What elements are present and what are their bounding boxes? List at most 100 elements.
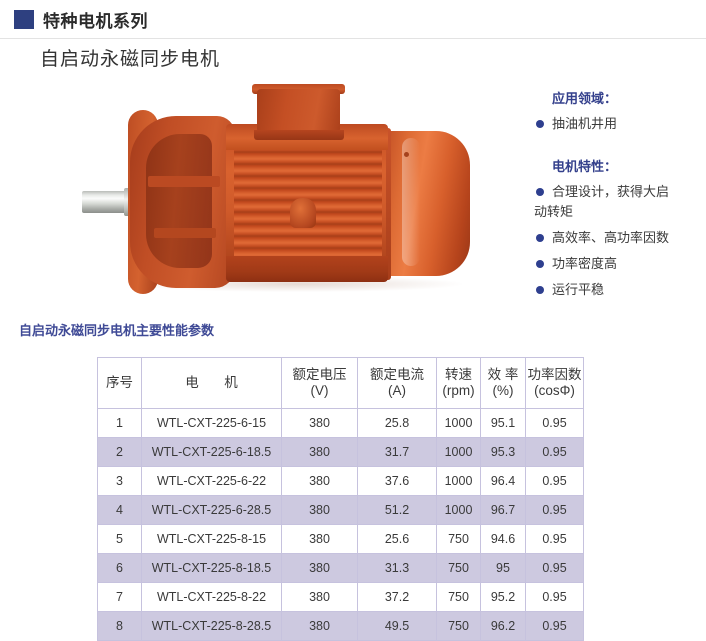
cell-power-factor: 0.95 [525, 495, 584, 525]
bullet-icon [536, 188, 544, 196]
section-marker-icon [14, 10, 34, 29]
cell-efficiency: 96.7 [480, 495, 526, 525]
column-header-efficiency: 效 率 (%) [480, 357, 526, 409]
cell-efficiency: 95.1 [480, 408, 526, 438]
cell-efficiency: 95.3 [480, 437, 526, 467]
motor-cowl-edge [382, 128, 391, 280]
column-header-speed: 转速 (rpm) [436, 357, 481, 409]
table-row: 3 WTL-CXT-225-6-22 380 37.6 1000 96.4 0.95 [97, 466, 584, 496]
characteristics-heading: 电机特性： [552, 159, 618, 174]
cell-voltage: 380 [281, 611, 358, 641]
cell-power-factor: 0.95 [525, 524, 584, 554]
cell-voltage: 380 [281, 553, 358, 583]
list-item: 合理设计，获得大启 动转矩 [534, 182, 706, 222]
list-item: 抽油机井用 [534, 114, 706, 134]
table-row: 1 WTL-CXT-225-6-15 380 25.8 1000 95.1 0.95 [97, 408, 584, 438]
cell-model: WTL-CXT-225-6-15 [141, 408, 282, 438]
cell-current: 51.2 [357, 495, 437, 525]
page-title: 自启动永磁同步电机 [40, 49, 221, 70]
cell-speed: 1000 [436, 408, 481, 438]
bullet-icon [536, 234, 544, 242]
bullet-icon [536, 260, 544, 268]
application-item-label: 抽油机井用 [552, 116, 618, 131]
header-divider [0, 38, 706, 39]
cell-power-factor: 0.95 [525, 408, 584, 438]
characteristic-item-label: 合理设计，获得大启 [552, 184, 670, 199]
cell-speed: 750 [436, 524, 481, 554]
column-header-no: 序号 [97, 357, 142, 409]
cell-voltage: 380 [281, 582, 358, 612]
cell-power-factor: 0.95 [525, 582, 584, 612]
table-row: 6 WTL-CXT-225-8-18.5 380 31.3 750 95 0.95 [97, 553, 584, 583]
characteristic-item-label: 功率密度高 [552, 256, 618, 271]
cell-efficiency: 96.2 [480, 611, 526, 641]
bullet-icon [536, 286, 544, 294]
cell-no: 6 [97, 553, 142, 583]
cell-voltage: 380 [281, 437, 358, 467]
cell-current: 31.3 [357, 553, 437, 583]
cell-no: 1 [97, 408, 142, 438]
column-header-power-factor: 功率因数 (cosΦ) [525, 357, 584, 409]
table-row: 5 WTL-CXT-225-8-15 380 25.6 750 94.6 0.95 [97, 524, 584, 554]
cell-power-factor: 0.95 [525, 553, 584, 583]
characteristic-item-label: 高效率、高功率因数 [552, 230, 670, 245]
table-row: 2 WTL-CXT-225-6-18.5 380 31.7 1000 95.3 0.95 [97, 437, 584, 467]
cell-model: WTL-CXT-225-6-28.5 [141, 495, 282, 525]
motor-junction-box [257, 89, 340, 133]
table-caption: 自启动永磁同步电机主要性能参数 [19, 323, 215, 338]
cell-speed: 750 [436, 582, 481, 612]
characteristic-item-continuation: 动转矩 [534, 204, 574, 219]
motor-lifting-boss [290, 198, 316, 228]
motor-junction-box-base [254, 130, 344, 140]
table-row: 8 WTL-CXT-225-8-28.5 380 49.5 750 96.2 0.95 [97, 611, 584, 641]
cell-no: 4 [97, 495, 142, 525]
cell-model: WTL-CXT-225-8-28.5 [141, 611, 282, 641]
application-heading: 应用领域： [552, 91, 618, 106]
cell-current: 25.6 [357, 524, 437, 554]
cell-voltage: 380 [281, 466, 358, 496]
cell-power-factor: 0.95 [525, 611, 584, 641]
page-header: 特种电机系列 [0, 0, 706, 39]
list-item: 功率密度高 [534, 254, 706, 274]
feature-column: 应用领域： 抽油机井用 电机特性： 合理设计，获得大启 动转矩 高效率、高功率因… [534, 88, 706, 306]
cell-power-factor: 0.95 [525, 466, 584, 496]
cell-speed: 1000 [436, 466, 481, 496]
cell-speed: 750 [436, 611, 481, 641]
cell-efficiency: 96.4 [480, 466, 526, 496]
motor-flange-rib [148, 176, 220, 187]
cell-no: 5 [97, 524, 142, 554]
table-row: 7 WTL-CXT-225-8-22 380 37.2 750 95.2 0.95 [97, 582, 584, 612]
cell-model: WTL-CXT-225-6-22 [141, 466, 282, 496]
column-header-model: 电 机 [141, 357, 282, 409]
series-title: 特种电机系列 [43, 12, 148, 31]
cell-model: WTL-CXT-225-8-15 [141, 524, 282, 554]
cell-current: 25.8 [357, 408, 437, 438]
cell-no: 3 [97, 466, 142, 496]
cell-current: 31.7 [357, 437, 437, 467]
bullet-icon [536, 120, 544, 128]
cell-speed: 1000 [436, 437, 481, 467]
cell-no: 2 [97, 437, 142, 467]
cell-current: 37.6 [357, 466, 437, 496]
motor-cowl-highlight [402, 138, 420, 266]
cell-no: 7 [97, 582, 142, 612]
motor-cowl-bolt [404, 152, 409, 157]
list-item: 运行平稳 [534, 280, 706, 300]
cell-efficiency: 95 [480, 553, 526, 583]
cell-efficiency: 95.2 [480, 582, 526, 612]
motor-bottom-band [226, 256, 388, 282]
motor-product-image [62, 78, 482, 313]
cell-voltage: 380 [281, 524, 358, 554]
cell-no: 8 [97, 611, 142, 641]
cell-model: WTL-CXT-225-8-18.5 [141, 553, 282, 583]
cell-voltage: 380 [281, 408, 358, 438]
cell-power-factor: 0.95 [525, 437, 584, 467]
cell-speed: 750 [436, 553, 481, 583]
table-header-row: 序号 电 机 额定电压 (V) 额定电流 (A) 转速 (rpm) 效 率 (%… [97, 357, 584, 409]
specifications-table: 序号 电 机 额定电压 (V) 额定电流 (A) 转速 (rpm) 效 率 (%… [97, 357, 584, 641]
cell-speed: 1000 [436, 495, 481, 525]
column-header-voltage: 额定电压 (V) [281, 357, 358, 409]
list-item: 高效率、高功率因数 [534, 228, 706, 248]
cell-model: WTL-CXT-225-8-22 [141, 582, 282, 612]
characteristic-item-label: 运行平稳 [552, 282, 605, 297]
